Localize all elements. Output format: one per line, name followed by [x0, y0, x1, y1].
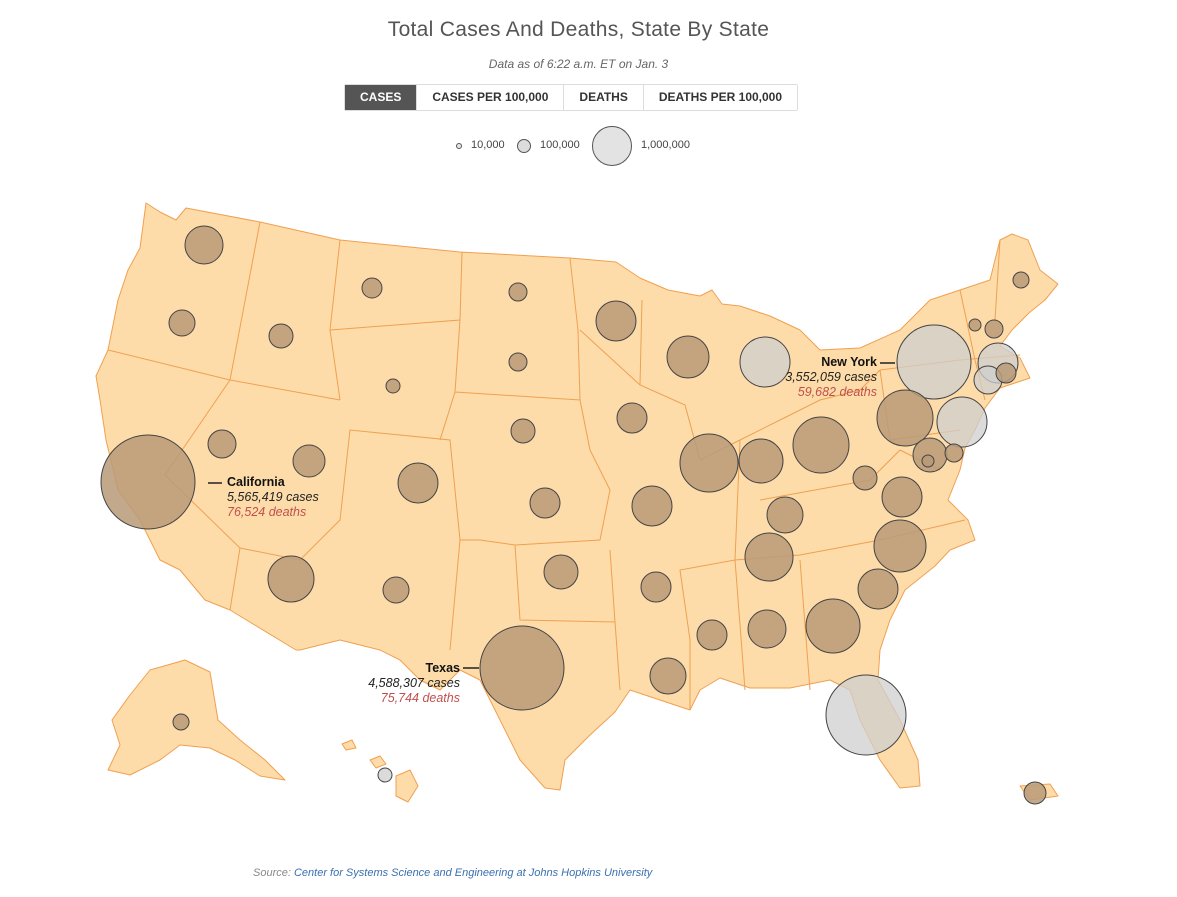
state-case-bubble[interactable]: [881, 476, 923, 518]
state-case-bubble[interactable]: [1023, 781, 1047, 805]
state-case-bubble[interactable]: [361, 277, 383, 299]
state-case-bubble[interactable]: [805, 598, 861, 654]
state-case-bubble[interactable]: [944, 443, 964, 463]
legend-circle-medium: [517, 139, 531, 153]
state-case-bubble[interactable]: [100, 434, 196, 530]
callout-california-name: California: [227, 475, 285, 489]
state-case-bubble[interactable]: [792, 416, 850, 474]
metric-tabs: CASES CASES PER 100,000 DEATHS DEATHS PE…: [344, 84, 799, 111]
state-case-bubble[interactable]: [479, 625, 565, 711]
chart-title: Total Cases And Deaths, State By State: [387, 18, 770, 41]
hawaii-shape: [341, 739, 419, 803]
state-case-bubble[interactable]: [529, 487, 561, 519]
state-case-bubble[interactable]: [508, 282, 528, 302]
state-case-bubble[interactable]: [1012, 271, 1030, 289]
case-bubbles: [100, 225, 1047, 805]
state-case-bubble[interactable]: [382, 576, 410, 604]
callout-new-york-deaths: 59,682 deaths: [797, 385, 877, 399]
state-case-bubble[interactable]: [640, 571, 672, 603]
legend-label-1m: 1,000,000: [641, 139, 690, 151]
state-case-bubble[interactable]: [595, 300, 637, 342]
state-case-bubble[interactable]: [616, 402, 648, 434]
state-case-bubble[interactable]: [168, 309, 196, 337]
state-case-bubble[interactable]: [631, 485, 673, 527]
state-case-bubble[interactable]: [172, 713, 190, 731]
us-map: [95, 202, 1059, 805]
state-case-bubble[interactable]: [876, 389, 934, 447]
size-legend: 10,000 100,000 1,000,000: [455, 126, 715, 166]
state-case-bubble[interactable]: [543, 554, 579, 590]
state-case-bubble[interactable]: [649, 657, 687, 695]
state-case-bubble[interactable]: [510, 418, 536, 444]
source-link[interactable]: Center for Systems Science and Engineeri…: [293, 867, 653, 879]
callout-texas-cases: 4,588,307 cases: [368, 676, 460, 690]
callout-california-cases: 5,565,419 cases: [227, 490, 319, 504]
callout-texas-deaths: 75,744 deaths: [380, 691, 460, 705]
tab-cases-per-100k[interactable]: CASES PER 100,000: [417, 85, 565, 110]
source-note: Source: Center for Systems Science and E…: [253, 867, 652, 879]
callout-new-york-cases: 3,552,059 cases: [785, 370, 877, 384]
state-case-bubble[interactable]: [995, 362, 1017, 384]
alaska-shape: [107, 659, 286, 781]
callout-texas-name: Texas: [425, 661, 460, 675]
state-case-bubble[interactable]: [696, 619, 728, 651]
state-case-bubble[interactable]: [936, 396, 988, 448]
state-case-bubble[interactable]: [766, 496, 804, 534]
state-case-bubble[interactable]: [739, 336, 791, 388]
data-timestamp: Data as of 6:22 a.m. ET on Jan. 3: [488, 57, 669, 71]
callout-leaders: [208, 362, 895, 669]
tab-deaths-per-100k[interactable]: DEATHS PER 100,000: [643, 85, 798, 110]
callout-new-york: New York 3,552,059 cases 59,682 deaths: [757, 355, 877, 400]
callout-california: California 5,565,419 cases 76,524 deaths: [227, 475, 319, 520]
legend-label-10k: 10,000: [471, 139, 505, 151]
state-case-bubble[interactable]: [852, 465, 878, 491]
state-case-bubble[interactable]: [377, 767, 393, 783]
state-case-bubble[interactable]: [679, 433, 739, 493]
legend-circle-small: [456, 143, 462, 149]
state-case-bubble[interactable]: [873, 519, 927, 573]
state-case-bubble[interactable]: [857, 568, 899, 610]
state-case-bubble[interactable]: [825, 674, 907, 756]
legend-circle-large: [592, 126, 632, 166]
state-case-bubble[interactable]: [397, 462, 439, 504]
state-case-bubble[interactable]: [747, 609, 787, 649]
callout-texas: Texas 4,588,307 cases 75,744 deaths: [340, 661, 460, 706]
state-case-bubble[interactable]: [666, 335, 710, 379]
state-case-bubble[interactable]: [207, 429, 237, 459]
legend-label-100k: 100,000: [540, 139, 580, 151]
callout-california-deaths: 76,524 deaths: [227, 505, 307, 519]
state-case-bubble[interactable]: [385, 378, 401, 394]
state-case-bubble[interactable]: [921, 454, 935, 468]
state-case-bubble[interactable]: [984, 319, 1004, 339]
state-case-bubble[interactable]: [268, 323, 294, 349]
state-case-bubble[interactable]: [508, 352, 528, 372]
state-case-bubble[interactable]: [292, 444, 326, 478]
tab-deaths[interactable]: DEATHS: [564, 85, 644, 110]
tab-cases[interactable]: CASES: [345, 85, 418, 110]
state-case-bubble[interactable]: [968, 318, 982, 332]
state-case-bubble[interactable]: [738, 438, 784, 484]
state-case-bubble[interactable]: [184, 225, 224, 265]
state-case-bubble[interactable]: [744, 532, 794, 582]
state-case-bubble[interactable]: [896, 324, 972, 400]
callout-new-york-name: New York: [821, 355, 877, 369]
state-case-bubble[interactable]: [267, 555, 315, 603]
source-prefix: Source:: [253, 867, 294, 879]
